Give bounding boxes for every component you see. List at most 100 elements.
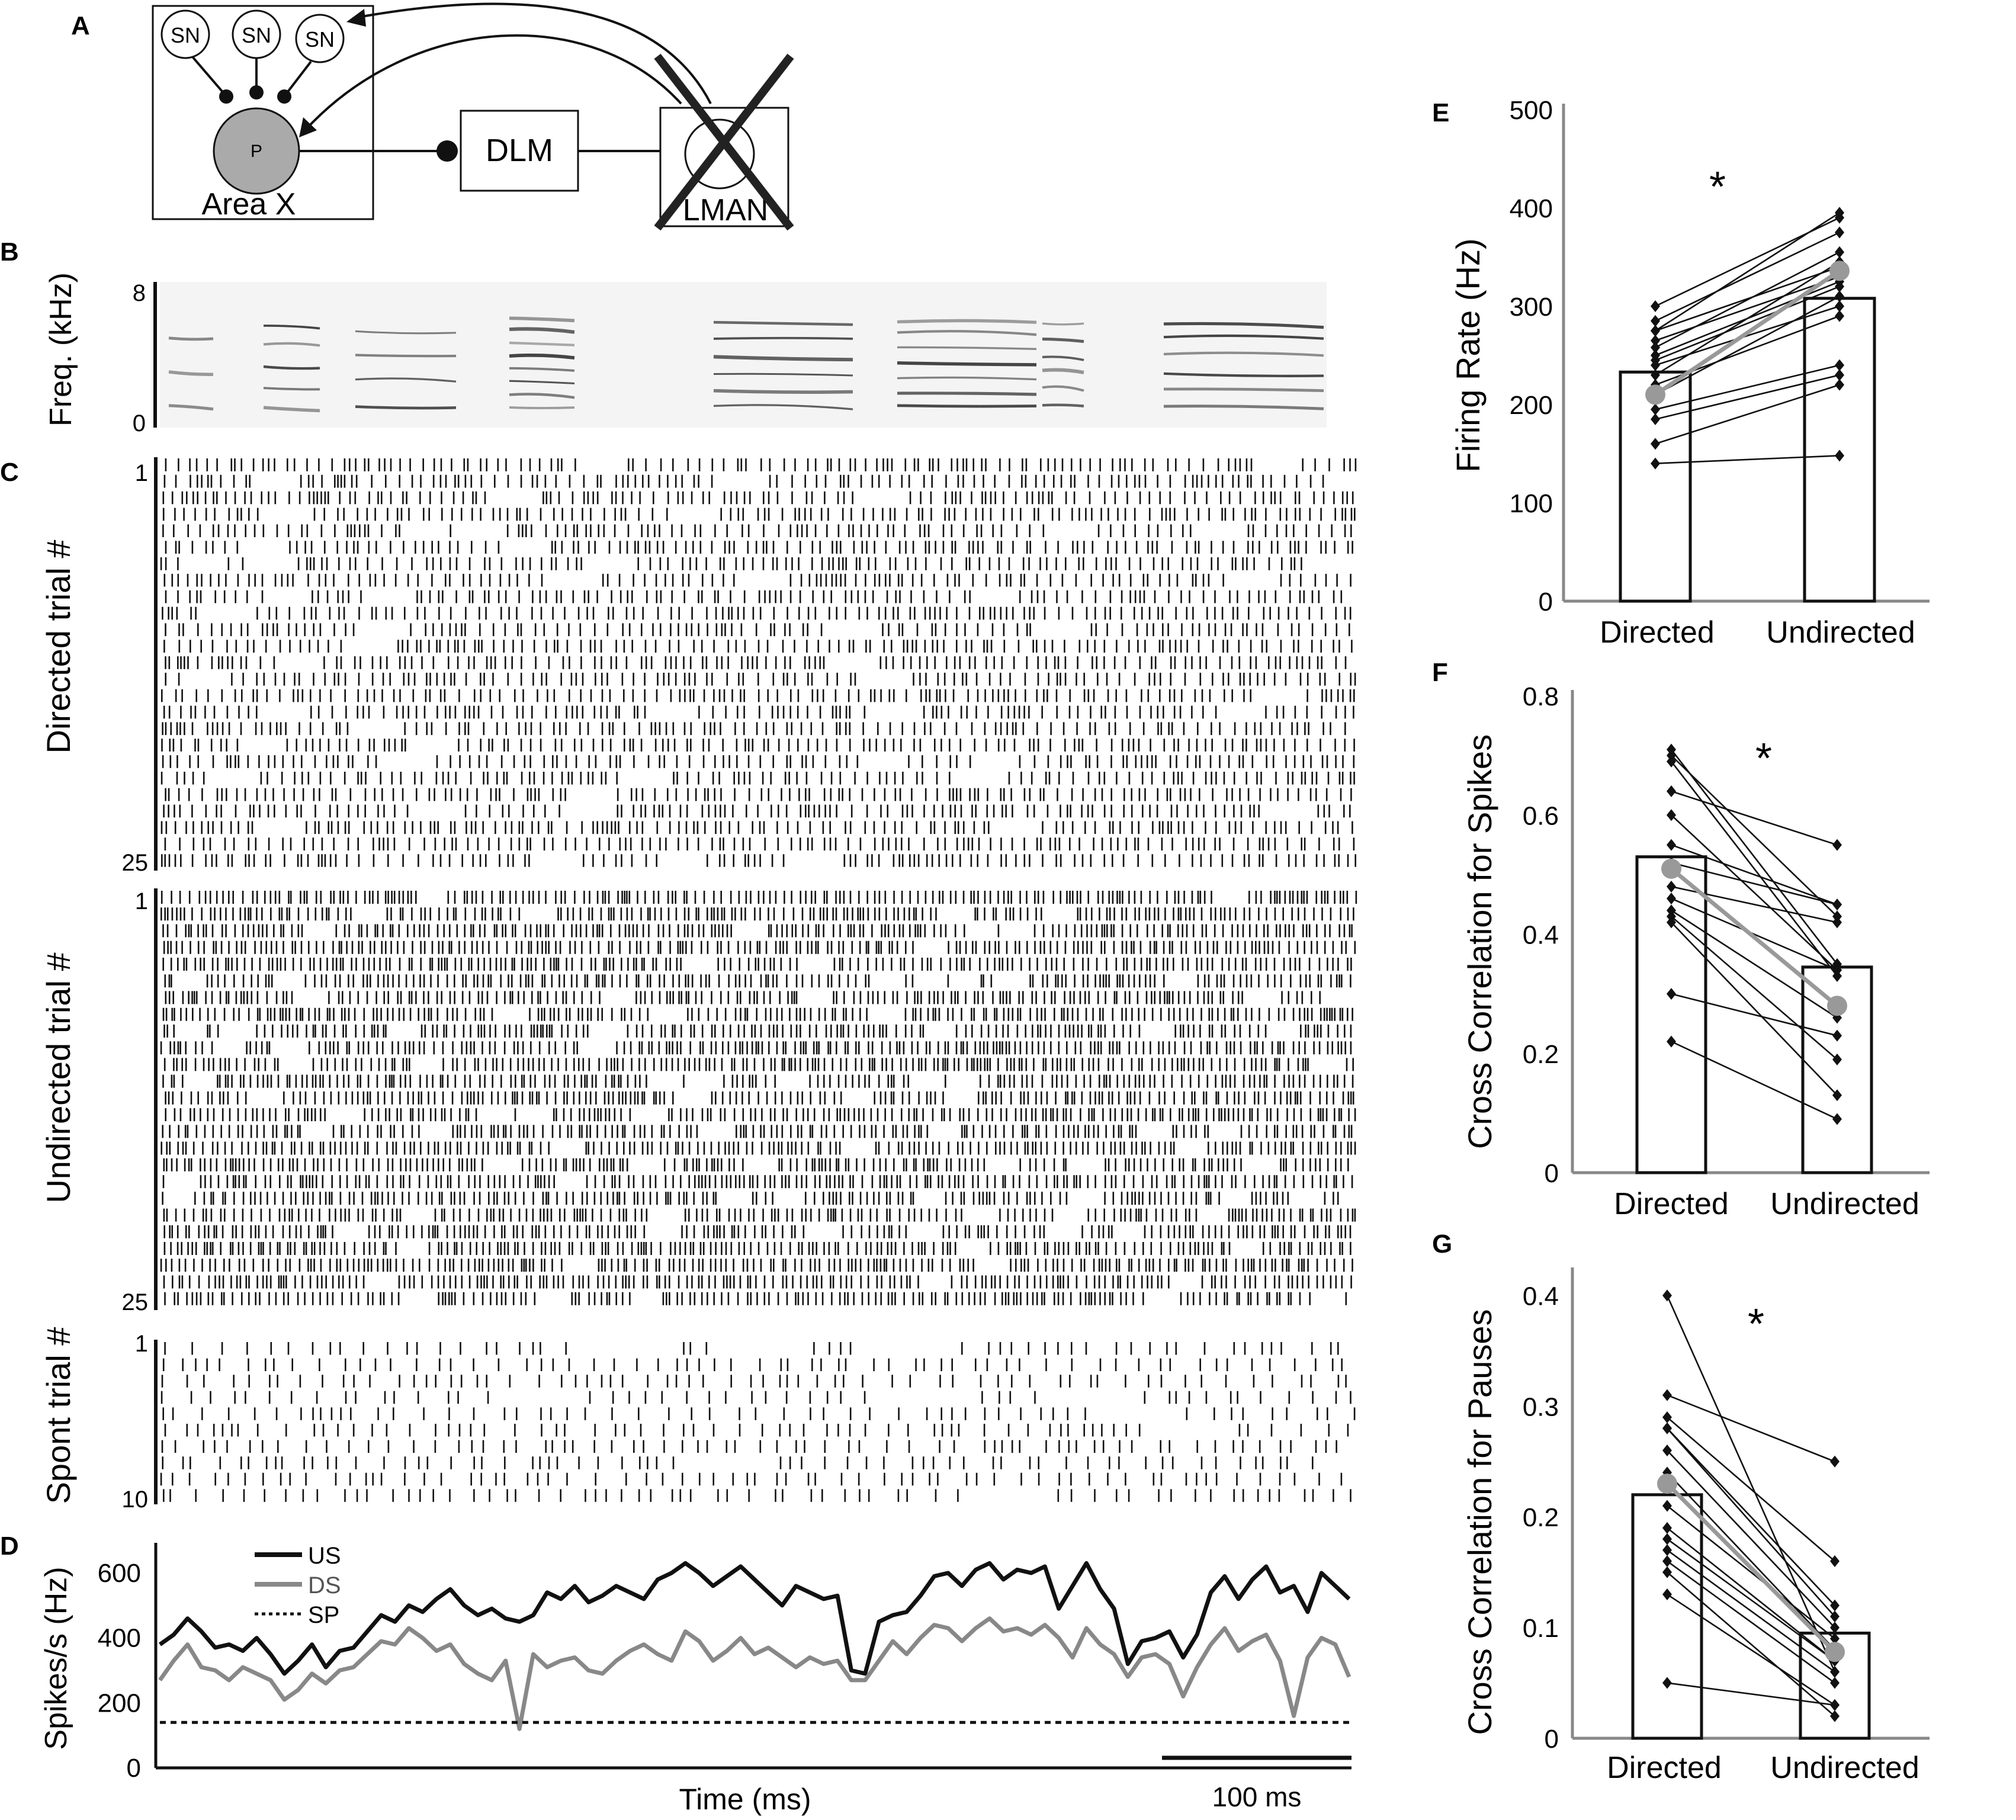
directed-raster-trial-row <box>162 755 1355 768</box>
panel-f-pair-point <box>1667 749 1676 762</box>
panel-g-ytick: 0.3 <box>1523 1392 1559 1421</box>
spont-raster-trial-row <box>161 1440 1337 1453</box>
undirected-raster-trial-row <box>162 924 1353 938</box>
panel-e-pair-point <box>1651 314 1660 327</box>
spectrogram-harmonic <box>897 346 1037 351</box>
rate-ytick: 600 <box>98 1559 141 1588</box>
panel-g-pair-line <box>1667 1682 1835 1706</box>
g-significance: * <box>1748 1301 1764 1348</box>
panel-g-mean-point-undirected <box>1825 1642 1845 1662</box>
spectrogram-harmonic <box>263 406 320 413</box>
panel-e-ytick: 100 <box>1510 489 1553 518</box>
panel-e-pair-line <box>1655 261 1840 376</box>
panel-e-pair-point <box>1651 369 1660 381</box>
circuit-diagram: SN SN SN P Area X DLM LMAN <box>152 2 794 231</box>
panel-e-pair-point <box>1835 207 1844 219</box>
panel-g-pair-line <box>1667 1450 1835 1628</box>
panel-e-pair-point <box>1835 300 1844 312</box>
undirected-raster-trial-row <box>163 1158 1349 1171</box>
rate-ylabel: Spikes/s (Hz) <box>39 1567 73 1750</box>
directed-raster-trial-row <box>160 772 1355 785</box>
panel-g-pair-point <box>1830 1622 1840 1634</box>
spectrogram-harmonic <box>263 387 320 391</box>
directed-raster-trial-row <box>162 722 1346 736</box>
spectrogram-ytick-top: 8 <box>133 280 146 306</box>
undirected-raster-trial-row <box>163 1024 1352 1038</box>
panel-e-ytick: 400 <box>1510 194 1553 223</box>
panel-f-pair-line <box>1671 844 1838 906</box>
dlm-label: DLM <box>486 133 553 168</box>
panel-f-pair-line <box>1671 897 1838 971</box>
panel-f-pair-point <box>1832 898 1842 911</box>
f-xlabel-undirected: Undirected <box>1770 1187 1919 1221</box>
spectrogram-harmonic <box>355 330 457 335</box>
rate-xlabel: Time (ms) <box>679 1783 811 1816</box>
f-significance: * <box>1755 735 1772 782</box>
panel-f-pair-line <box>1671 814 1838 971</box>
panel-e-pair-point <box>1835 378 1844 391</box>
panel-e-pair-point <box>1651 335 1660 347</box>
directed-raster-trial-row <box>165 541 1353 554</box>
spectrogram-harmonic <box>1042 403 1084 407</box>
dlm-box <box>460 110 579 192</box>
panel-f-pair-point <box>1832 839 1842 851</box>
panel-e-pair-point <box>1835 246 1844 258</box>
undirected-raster-trial-row <box>162 1192 1339 1205</box>
undirected-raster-first: 1 <box>135 888 148 914</box>
undirected-raster-trial-row <box>160 1041 1352 1055</box>
spectrogram <box>168 316 1324 413</box>
undirected-raster-trial-row <box>165 1108 1356 1122</box>
spont-raster-trial-row <box>161 1375 1347 1388</box>
panel-f-pair-point <box>1667 904 1676 917</box>
panel-f-pair-point <box>1667 881 1676 893</box>
g-ylabel: Cross Correlation for Pauses <box>1461 1309 1498 1735</box>
lman-to-sn-arrowhead <box>346 9 366 27</box>
undirected-raster-trial-row <box>162 1125 1353 1138</box>
e-xlabel-directed: Directed <box>1600 615 1715 650</box>
panel-label-g: G <box>1432 1230 1452 1259</box>
directed-raster-trial-row <box>162 508 1356 521</box>
panel-g-mean-line <box>1665 1482 1837 1654</box>
panel-f-pair-line <box>1671 755 1838 917</box>
area-x-box <box>152 5 374 220</box>
panel-g-pair-point <box>1830 1710 1840 1722</box>
panel-f-pair-point <box>1832 1029 1842 1042</box>
panel-e-pair-point <box>1651 403 1660 416</box>
spectrogram-ytick-bottom: 0 <box>133 410 146 436</box>
undirected-raster-ylabel: Undirected trial # <box>40 952 77 1203</box>
panel-f-pair-point <box>1832 1053 1842 1065</box>
undirected-raster-trial-row <box>165 1091 1354 1105</box>
panel-f-ytick: 0.2 <box>1523 1040 1559 1069</box>
panel-e-pair-point <box>1835 290 1844 303</box>
panel-e-pair-point <box>1651 413 1660 425</box>
panel-f-pair-line <box>1671 916 1838 1060</box>
spont-raster-trial-row <box>164 1342 1339 1355</box>
panel-g-pair-point <box>1662 1445 1672 1457</box>
panel-f-ytick: 0 <box>1545 1159 1559 1188</box>
panel-g-ytick: 0 <box>1545 1725 1559 1754</box>
spectrogram-harmonic <box>509 316 575 323</box>
directed-raster-trial-row <box>160 821 1353 834</box>
spectrogram-ylabel: Freq. (kHz) <box>44 272 78 426</box>
spectrogram-harmonic <box>1042 337 1084 344</box>
undirected-raster <box>160 891 1357 1305</box>
panel-g-pair-line <box>1667 1427 1835 1606</box>
spectrogram-harmonic <box>263 342 320 347</box>
panel-g-pair-point <box>1830 1599 1840 1612</box>
panel-f-pair-point <box>1667 809 1676 821</box>
spont-raster-trial-row <box>164 1424 1349 1437</box>
sn-label-2: SN <box>242 23 271 47</box>
panel-g-pair-point <box>1662 1389 1672 1401</box>
spectrogram-harmonic <box>1163 405 1324 410</box>
p-label: P <box>251 142 262 161</box>
spectrogram-harmonic <box>1042 385 1084 392</box>
lman-label: LMAN <box>683 193 768 227</box>
undirected-raster-trial-row <box>160 907 1354 921</box>
undirected-raster-trial-row <box>163 1242 1352 1255</box>
lman-to-p-arrow <box>304 34 682 131</box>
spectrogram-harmonic <box>1042 322 1084 326</box>
area-x-label: Area X <box>202 187 296 222</box>
panel-f-pair-line <box>1671 910 1838 1019</box>
sn-label-1: SN <box>171 23 200 47</box>
